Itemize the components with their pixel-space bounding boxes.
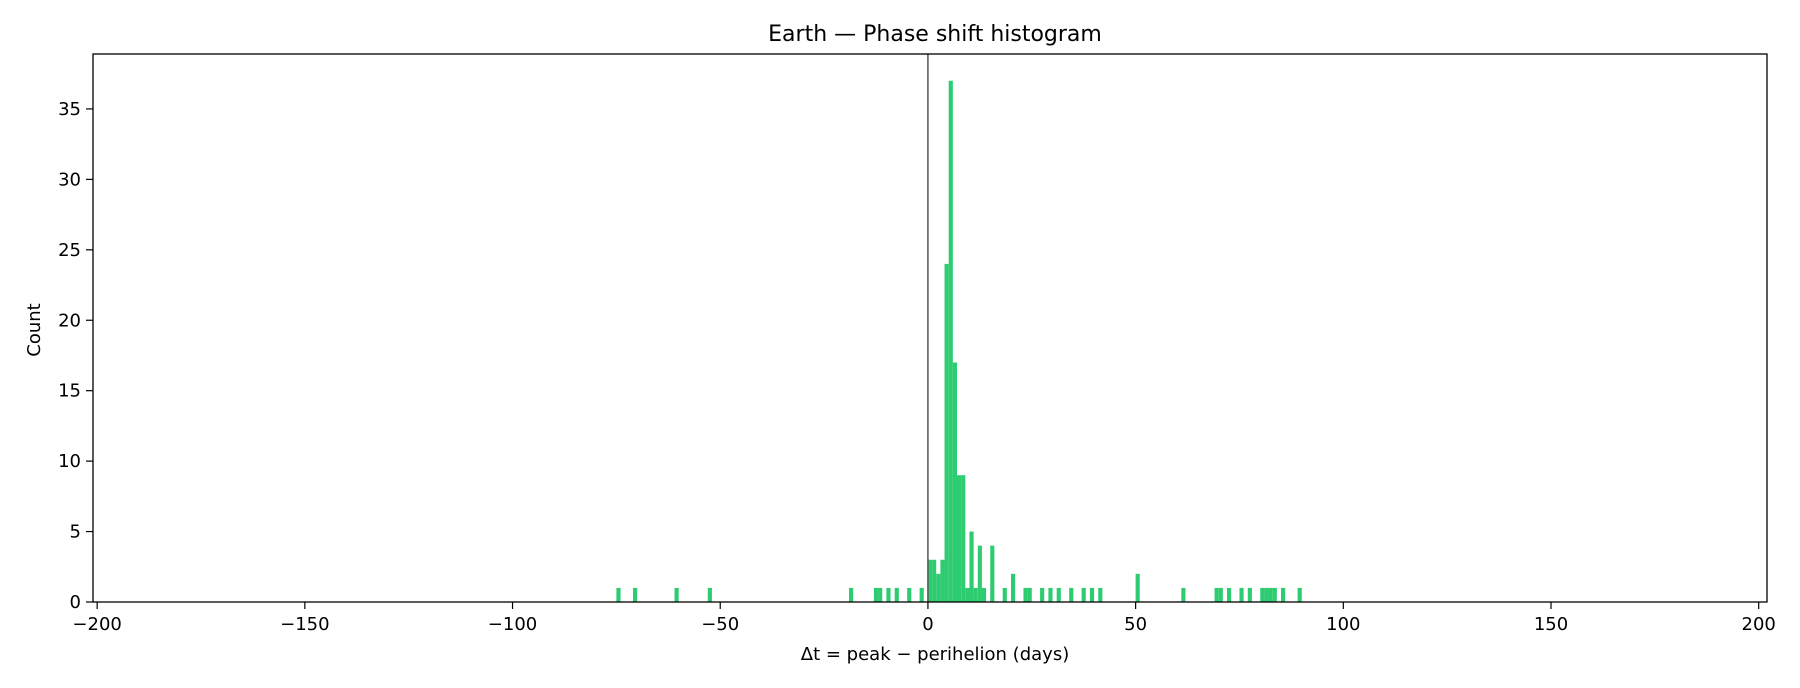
histogram-bar: [886, 587, 891, 602]
histogram-bar: [1002, 587, 1007, 602]
histogram-bar: [1040, 587, 1045, 602]
histogram-bar: [944, 263, 949, 602]
histogram-bar: [952, 362, 957, 602]
x-axis-label: Δt = peak − perihelion (days): [801, 644, 1069, 665]
histogram-bar: [957, 475, 962, 602]
histogram-bar: [1081, 587, 1086, 602]
histogram-bar: [1272, 587, 1277, 602]
histogram-bar: [1089, 587, 1095, 602]
plot-frame: [92, 53, 1768, 603]
histogram-bar: [1181, 587, 1186, 602]
y-tick-label: 35: [58, 99, 81, 120]
histogram-bar: [1056, 587, 1061, 602]
histogram-bar: [961, 475, 966, 602]
histogram-bar: [973, 587, 978, 602]
histogram-bar: [1069, 587, 1074, 602]
y-tick-label: 15: [58, 381, 81, 402]
histogram-bar: [849, 587, 854, 602]
x-tick-label: 0: [922, 614, 933, 635]
histogram-bar: [927, 559, 933, 602]
histogram-bar: [878, 587, 883, 602]
histogram-bar: [1239, 587, 1244, 602]
histogram-bar: [616, 587, 621, 602]
y-axis: 0 5 10 15 20 25 30 35: [58, 99, 93, 613]
histogram-bar: [1247, 587, 1252, 602]
x-tick-label: 50: [1124, 614, 1147, 635]
histogram-bar: [932, 559, 937, 602]
histogram-bar: [919, 587, 924, 602]
histogram-bar: [1297, 587, 1302, 602]
histogram-bar: [936, 573, 941, 602]
histogram-bar: [894, 587, 899, 602]
y-tick-label: 5: [70, 522, 81, 543]
histogram-bar: [707, 587, 712, 602]
histogram-bar: [981, 587, 987, 602]
x-axis: −200 −150 −100 −50 0 50 100 150 200: [72, 602, 1776, 635]
histogram-bar: [965, 587, 970, 602]
x-tick-label: 150: [1534, 614, 1568, 635]
histogram-bar: [1268, 587, 1273, 602]
x-tick-label: −150: [280, 614, 329, 635]
y-tick-label: 30: [58, 169, 81, 190]
y-axis-label: Count: [24, 303, 45, 356]
y-tick-label: 25: [58, 240, 81, 261]
y-tick-label: 20: [58, 310, 81, 331]
histogram-bar: [990, 545, 995, 602]
histogram-bar: [1281, 587, 1286, 602]
histogram-bar: [1214, 587, 1219, 602]
histogram-bar: [969, 531, 974, 602]
histogram-bar: [1227, 587, 1232, 602]
x-tick-label: 100: [1326, 614, 1360, 635]
histogram-bar: [1135, 573, 1140, 602]
histogram-bar: [977, 545, 982, 602]
histogram-bar: [633, 587, 638, 602]
histogram-bar: [1264, 587, 1269, 602]
chart-title: Earth — Phase shift histogram: [768, 22, 1102, 47]
histogram-bar: [1011, 573, 1016, 602]
x-tick-label: −200: [72, 614, 121, 635]
histogram-bar: [1027, 587, 1032, 602]
histogram-bar: [674, 587, 679, 602]
histogram-bar: [1218, 587, 1223, 602]
y-tick-label: 0: [70, 592, 81, 613]
x-tick-label: −50: [701, 614, 739, 635]
histogram-bar: [1048, 587, 1053, 602]
histogram-bar: [873, 587, 879, 602]
x-tick-label: 200: [1742, 614, 1776, 635]
y-tick-label: 10: [58, 451, 81, 472]
histogram-bar: [1098, 587, 1103, 602]
histogram-bar: [907, 587, 912, 602]
x-tick-label: −100: [488, 614, 537, 635]
histogram-bar: [940, 559, 945, 602]
bars-group: [616, 80, 1302, 603]
histogram-bar: [948, 80, 953, 603]
histogram-bar: [1260, 587, 1265, 602]
histogram-bar: [1023, 587, 1028, 602]
